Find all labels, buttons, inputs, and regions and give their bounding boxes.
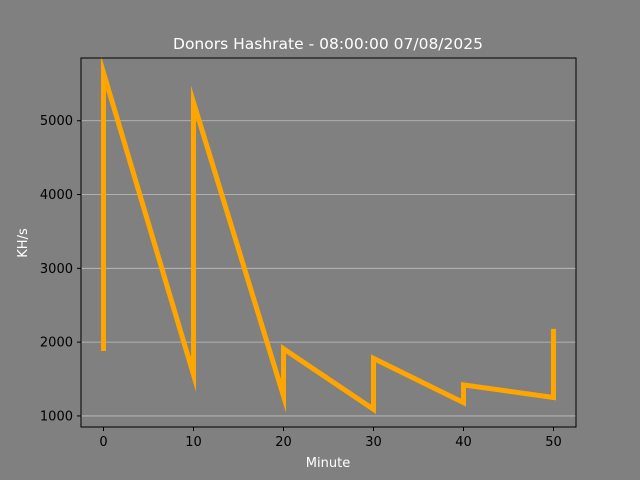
y-tick-label: 3000 <box>40 262 73 277</box>
y-axis-ticks: 1000 2000 3000 4000 5000 <box>40 114 81 424</box>
x-tick-label: 0 <box>99 435 107 450</box>
y-tick-label: 4000 <box>40 188 73 203</box>
x-tick-label: 40 <box>455 435 472 450</box>
chart-title: Donors Hashrate - 08:00:00 07/08/2025 <box>173 35 483 53</box>
plot-frame <box>80 57 577 428</box>
x-axis-label: Minute <box>306 456 350 471</box>
x-tick-label: 20 <box>275 435 292 450</box>
y-tick-label: 1000 <box>40 409 73 424</box>
x-tick-label: 50 <box>545 435 562 450</box>
hashrate-series-line <box>101 55 556 414</box>
y-axis-label: KH/s <box>16 228 31 258</box>
x-tick-label: 10 <box>185 435 202 450</box>
y-tick-label: 5000 <box>40 114 73 129</box>
x-tick-label: 30 <box>365 435 382 450</box>
y-tick-label: 2000 <box>40 336 73 351</box>
x-axis-ticks: 0 10 20 30 40 50 <box>99 427 562 450</box>
plot-area <box>81 58 576 427</box>
series-layer <box>101 55 556 414</box>
